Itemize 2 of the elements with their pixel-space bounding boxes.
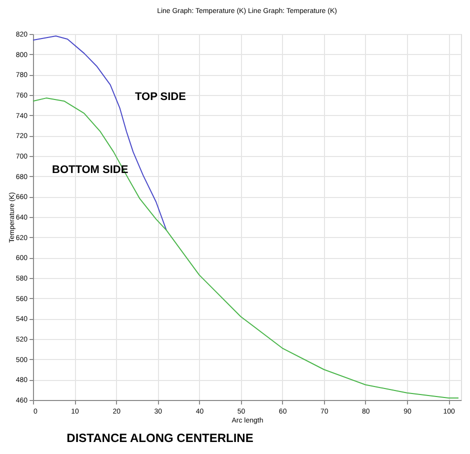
text: DISTANCE ALONG CENTERLINE [66,431,254,445]
series-label: TOP SIDE [135,91,186,103]
